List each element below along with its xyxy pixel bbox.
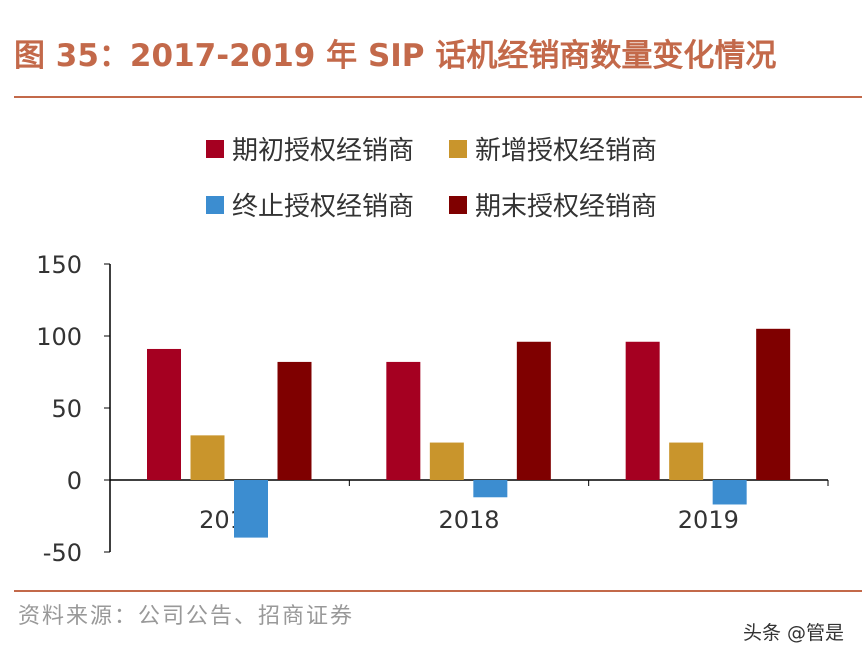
bar-2017-0 (147, 348, 181, 480)
legend-swatch (449, 195, 467, 214)
x-tick-label: 2019 (678, 506, 739, 534)
x-tick-label: 2018 (438, 506, 499, 534)
legend-label: 新增授权经销商 (475, 136, 658, 166)
y-tick-label: 0 (67, 467, 82, 495)
legend-item-2: 终止授权经销商 (206, 186, 414, 223)
y-tick-label: 100 (36, 323, 82, 351)
bar-2019-2 (712, 480, 747, 505)
legend-label: 期末授权经销商 (475, 192, 658, 222)
title-divider (14, 96, 862, 98)
legend-item-0: 期初授权经销商 (206, 130, 414, 167)
legend-swatch (206, 139, 224, 158)
watermark: 头条 @管是 (742, 622, 844, 644)
bar-2019-3 (756, 328, 791, 480)
bar-2019-1 (669, 442, 704, 480)
legend-label: 期初授权经销商 (232, 136, 415, 166)
y-tick-label: 150 (36, 251, 82, 279)
legend-swatch (206, 195, 224, 214)
bar-2019-0 (625, 341, 660, 480)
bar-2017-2 (234, 480, 268, 538)
chart-title: 图 35：2017-2019 年 SIP 话机经销商数量变化情况 (14, 38, 777, 74)
source-divider (14, 590, 862, 592)
legend-swatch (449, 139, 467, 158)
bar-2018-3 (516, 341, 551, 480)
source-note: 资料来源：公司公告、招商证券 (18, 604, 355, 629)
legend-label: 终止授权经销商 (232, 192, 415, 222)
legend-item-3: 期末授权经销商 (449, 186, 657, 223)
bar-2018-2 (473, 480, 508, 498)
legend-item-1: 新增授权经销商 (449, 130, 657, 167)
bar-2017-1 (190, 435, 225, 480)
bar-2018-0 (386, 361, 421, 480)
y-tick-label: -50 (43, 539, 82, 567)
bar-2018-1 (429, 442, 464, 480)
y-tick-label: 50 (51, 395, 82, 423)
bar-2017-3 (277, 361, 312, 480)
